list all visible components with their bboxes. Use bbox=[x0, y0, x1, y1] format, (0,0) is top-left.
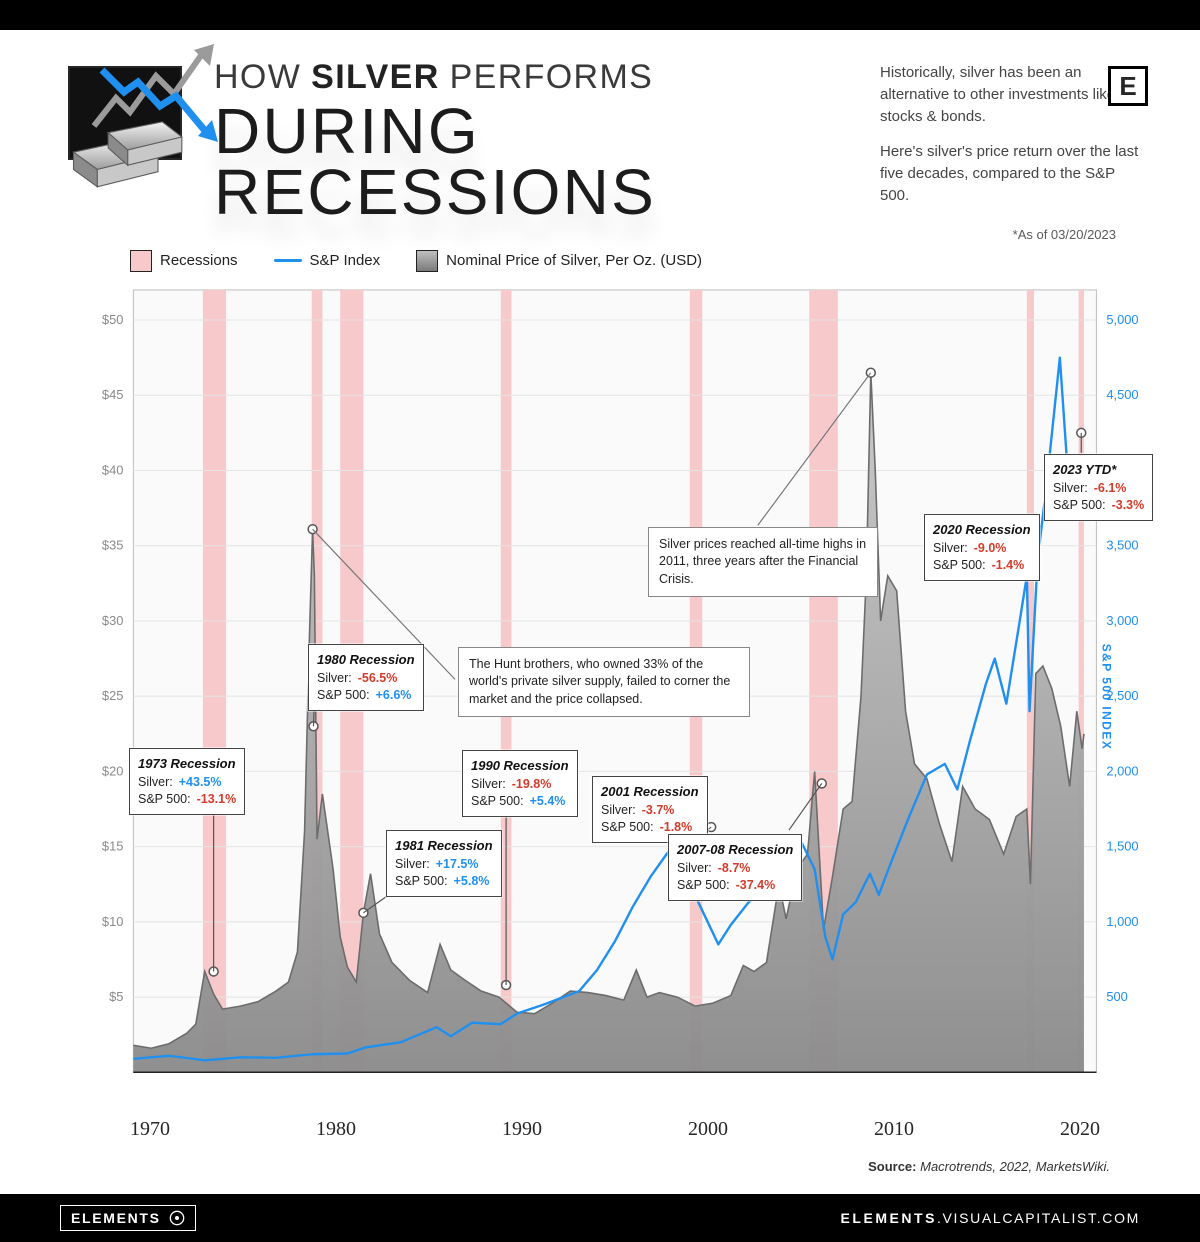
svg-text:3,000: 3,000 bbox=[1106, 613, 1138, 628]
chart: NOMINAL PRICE OF SILVER, PER OUNCE ($ US… bbox=[44, 282, 1156, 1112]
source-line: Source: Macrotrends, 2022, MarketsWiki. bbox=[40, 1141, 1160, 1194]
legend-label-silver: Nominal Price of Silver, Per Oz. (USD) bbox=[446, 252, 702, 269]
svg-text:$50: $50 bbox=[102, 312, 124, 327]
svg-text:1,000: 1,000 bbox=[1106, 913, 1138, 928]
x-tick: 2000 bbox=[688, 1118, 728, 1141]
title-performs: PERFORMS bbox=[450, 58, 654, 97]
legend-swatch-sp bbox=[274, 259, 302, 262]
footer-brand-badge: ELEMENTS bbox=[60, 1205, 196, 1231]
svg-text:$35: $35 bbox=[102, 537, 124, 552]
x-tick: 1980 bbox=[316, 1118, 356, 1141]
footer-domain-bold: ELEMENTS bbox=[841, 1210, 937, 1226]
top-black-bar bbox=[0, 0, 1200, 30]
svg-text:500: 500 bbox=[1106, 989, 1128, 1004]
footer-domain: ELEMENTS.VISUALCAPITALIST.COM bbox=[841, 1210, 1140, 1226]
x-tick: 1970 bbox=[130, 1118, 170, 1141]
svg-text:$5: $5 bbox=[109, 989, 123, 1004]
svg-text:$45: $45 bbox=[102, 387, 124, 402]
svg-text:$30: $30 bbox=[102, 613, 124, 628]
elements-badge: E bbox=[1108, 66, 1148, 106]
svg-text:2,500: 2,500 bbox=[1106, 688, 1138, 703]
source-text: Macrotrends, 2022, MarketsWiki. bbox=[920, 1159, 1110, 1174]
footer-brand-text: ELEMENTS bbox=[71, 1210, 161, 1226]
title-block: HOW SILVER PERFORMS DURING RECESSIONS bbox=[214, 58, 856, 223]
svg-text:$15: $15 bbox=[102, 838, 124, 853]
svg-text:$25: $25 bbox=[102, 688, 124, 703]
x-tick: 2020 bbox=[1060, 1118, 1100, 1141]
svg-text:2,000: 2,000 bbox=[1106, 763, 1138, 778]
legend-swatch-recession bbox=[130, 250, 152, 272]
intro-blurb: Historically, silver has been an alterna… bbox=[880, 58, 1140, 207]
title-silver: SILVER bbox=[311, 58, 439, 97]
hero: HOW SILVER PERFORMS DURING RECESSIONS Hi… bbox=[40, 50, 1160, 223]
blurb-1: Historically, silver has been an alterna… bbox=[880, 62, 1140, 127]
x-tick: 2010 bbox=[874, 1118, 914, 1141]
svg-text:5,000: 5,000 bbox=[1106, 312, 1138, 327]
svg-text:$10: $10 bbox=[102, 913, 124, 928]
footer-brand-icon bbox=[169, 1210, 185, 1226]
legend: Recessions S&P Index Nominal Price of Si… bbox=[40, 244, 1160, 282]
legend-label-recession: Recessions bbox=[160, 252, 238, 269]
svg-text:3,500: 3,500 bbox=[1106, 537, 1138, 552]
title-during: DURING RECESSIONS bbox=[214, 101, 856, 223]
footer-domain-rest: .VISUALCAPITALIST.COM bbox=[937, 1210, 1140, 1226]
x-axis-labels: 1970 1980 1990 2000 2010 2020 bbox=[40, 1112, 1160, 1141]
footer-bar: ELEMENTS ELEMENTS.VISUALCAPITALIST.COM bbox=[0, 1194, 1200, 1242]
arrows-icon bbox=[90, 40, 230, 150]
source-label: Source: bbox=[868, 1159, 916, 1174]
blurb-2: Here's silver's price return over the la… bbox=[880, 141, 1140, 206]
x-tick: 1990 bbox=[502, 1118, 542, 1141]
legend-label-sp: S&P Index bbox=[310, 252, 381, 269]
legend-swatch-silver bbox=[416, 250, 438, 272]
svg-text:$40: $40 bbox=[102, 462, 124, 477]
svg-text:4,000: 4,000 bbox=[1106, 462, 1138, 477]
svg-text:$20: $20 bbox=[102, 763, 124, 778]
svg-text:1,500: 1,500 bbox=[1106, 838, 1138, 853]
svg-text:4,500: 4,500 bbox=[1106, 387, 1138, 402]
hero-illustration bbox=[60, 58, 190, 188]
plot-svg: $5 $10 $15 $20 $25 $30 $35 $40 $45 $50 500 1,000 1,5… bbox=[44, 282, 1156, 1106]
